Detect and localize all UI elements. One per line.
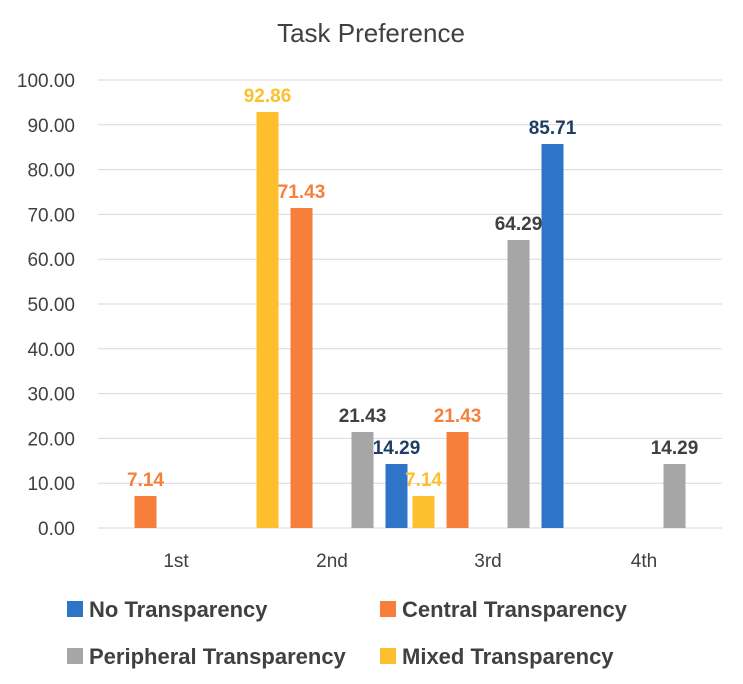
data-label: 21.43 — [434, 406, 482, 427]
y-tick-label: 40.00 — [27, 340, 75, 361]
legend-label: Mixed Transparency — [402, 644, 614, 669]
y-axis-ticks: 0.00 10.00 20.00 30.00 40.00 50.00 60.00 70.00 8… — [17, 71, 75, 540]
legend-swatch — [67, 601, 83, 617]
x-tick-label: 4th — [631, 551, 657, 572]
data-label: 7.14 — [127, 470, 164, 491]
legend-label: No Transparency — [89, 597, 268, 622]
data-label: 92.86 — [244, 86, 292, 107]
y-tick-label: 10.00 — [27, 474, 75, 495]
y-tick-label: 30.00 — [27, 385, 75, 406]
bar — [446, 431, 469, 528]
legend-label: Central Transparency — [402, 597, 628, 622]
bar — [134, 496, 157, 528]
bar — [351, 431, 374, 528]
x-axis-ticks: 1st 2nd 3rd 4th — [163, 551, 657, 572]
legend: No Transparency Central Transparency Perip… — [67, 597, 628, 669]
bars — [134, 111, 686, 529]
legend-label: Peripheral Transparency — [89, 644, 347, 669]
y-tick-label: 90.00 — [27, 116, 75, 137]
bar — [507, 239, 530, 528]
x-tick-label: 2nd — [316, 551, 348, 572]
data-label: 14.29 — [651, 438, 699, 459]
bar — [256, 111, 279, 529]
gridlines — [98, 79, 722, 529]
data-label: 21.43 — [339, 406, 387, 427]
data-label: 7.14 — [405, 470, 442, 491]
legend-swatch — [67, 648, 83, 664]
y-tick-label: 80.00 — [27, 161, 75, 182]
data-labels: 7.14 92.86 71.43 21.43 7.14 14.29 21.43 64.29 85… — [127, 86, 698, 491]
y-tick-label: 70.00 — [27, 205, 75, 226]
data-label: 14.29 — [373, 438, 421, 459]
data-label: 71.43 — [278, 182, 326, 203]
y-tick-label: 60.00 — [27, 250, 75, 271]
x-tick-label: 1st — [163, 551, 189, 572]
bar — [412, 496, 435, 528]
data-label: 85.71 — [529, 118, 577, 139]
bar — [385, 463, 408, 528]
x-tick-label: 3rd — [474, 551, 501, 572]
bar — [541, 144, 564, 528]
y-tick-label: 20.00 — [27, 429, 75, 450]
chart-title: Task Preference — [277, 18, 465, 48]
legend-swatch — [380, 601, 396, 617]
y-tick-label: 100.00 — [17, 71, 75, 92]
y-tick-label: 50.00 — [27, 295, 75, 316]
y-tick-label: 0.00 — [38, 519, 75, 540]
legend-swatch — [380, 648, 396, 664]
bar — [290, 207, 313, 529]
bar — [663, 463, 686, 528]
data-label: 64.29 — [495, 214, 543, 235]
